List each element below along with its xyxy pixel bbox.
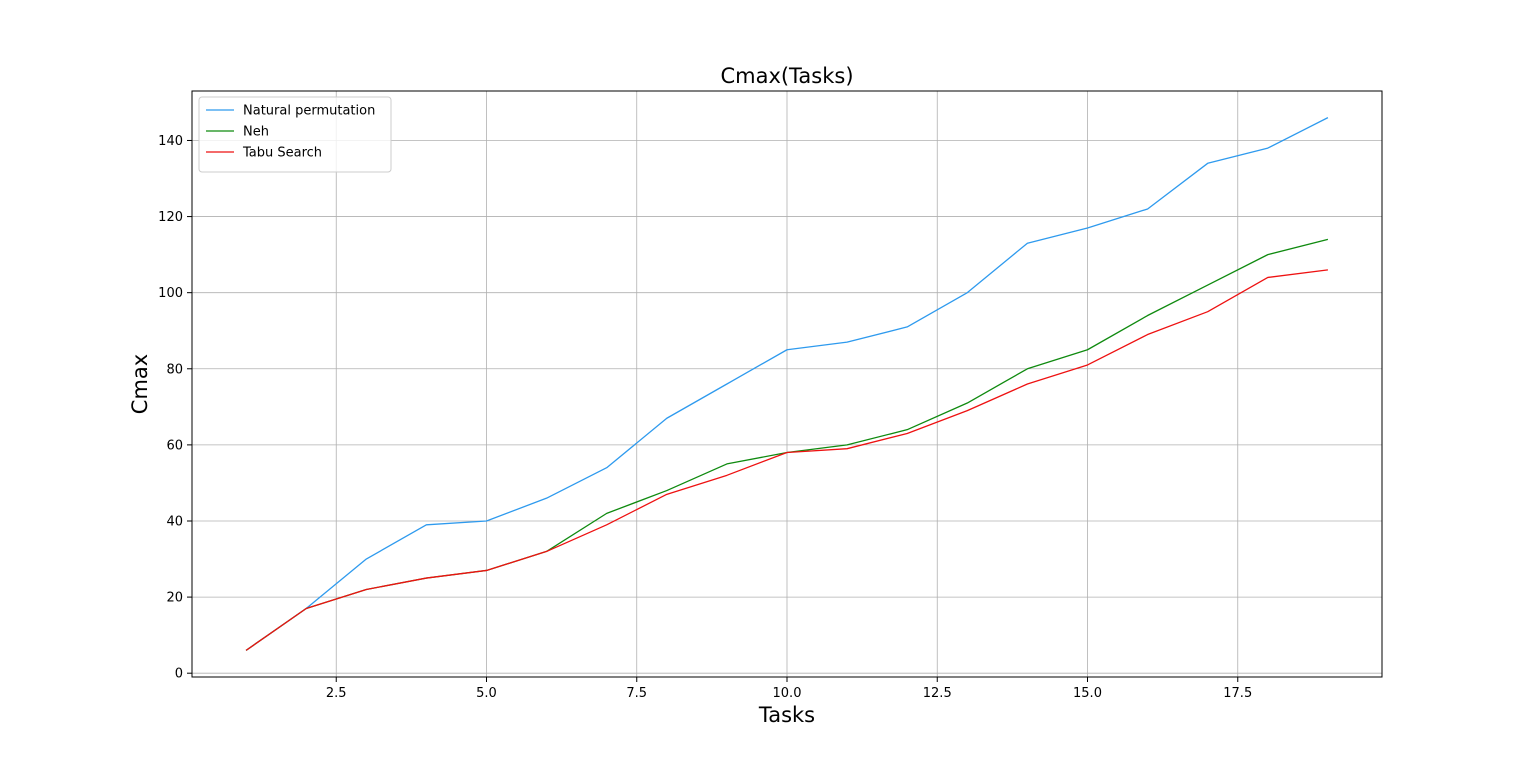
series-line-natural-permutation: [245, 117, 1329, 651]
legend: Natural permutation Neh Tabu Search: [198, 96, 392, 173]
legend-label: Tabu Search: [242, 146, 322, 161]
x-tick-label: 7.5: [626, 686, 647, 701]
x-tick-label: 10.0: [773, 686, 802, 701]
x-tick-label: 17.5: [1223, 686, 1252, 701]
y-axis-ticks: 0 20 40 60 80 100 120 140: [158, 134, 192, 682]
y-tick-label: 100: [158, 286, 183, 301]
legend-label: Natural permutation: [243, 104, 375, 119]
x-tick-label: 15.0: [1073, 686, 1102, 701]
y-tick-label: 20: [166, 591, 183, 606]
y-tick-label: 0: [175, 667, 183, 682]
legend-label: Neh: [243, 125, 269, 140]
series-line-tabu-search: [245, 269, 1328, 651]
x-tick-label: 12.5: [923, 686, 952, 701]
x-tick-label: 2.5: [326, 686, 347, 701]
chart-title: Cmax(Tasks): [720, 64, 853, 88]
y-tick-label: 80: [166, 362, 183, 377]
x-axis-label: Tasks: [758, 703, 815, 727]
series-lines: [245, 117, 1329, 651]
legend-frame: [198, 96, 392, 173]
x-tick-label: 5.0: [476, 686, 497, 701]
y-tick-label: 120: [158, 210, 183, 225]
x-axis-ticks: 2.5 5.0 7.5 10.0 12.5 15.0 17.5: [326, 677, 1252, 701]
y-tick-label: 140: [158, 134, 183, 149]
y-axis-label: Cmax: [128, 354, 152, 414]
y-tick-label: 60: [166, 438, 183, 453]
y-tick-label: 40: [166, 514, 183, 529]
